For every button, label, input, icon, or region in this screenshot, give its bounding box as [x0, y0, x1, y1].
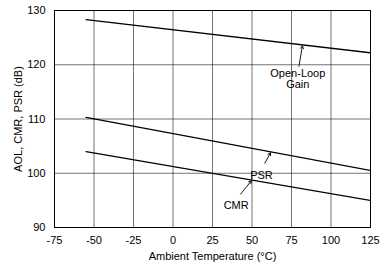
svg-text:0: 0 — [170, 234, 176, 246]
svg-text:25: 25 — [206, 234, 218, 246]
svg-text:100: 100 — [27, 167, 45, 179]
svg-text:CMR: CMR — [224, 199, 249, 211]
svg-text:PSR: PSR — [250, 169, 273, 181]
svg-text:Ambient Temperature (°C): Ambient Temperature (°C) — [149, 250, 277, 262]
svg-text:130: 130 — [27, 4, 45, 16]
svg-text:90: 90 — [33, 221, 45, 233]
svg-text:-25: -25 — [126, 234, 142, 246]
svg-text:Open-LoopGain: Open-LoopGain — [270, 67, 325, 90]
svg-text:AOL, CMR, PSR (dB): AOL, CMR, PSR (dB) — [12, 66, 24, 172]
svg-text:-75: -75 — [47, 234, 63, 246]
svg-text:-50: -50 — [86, 234, 102, 246]
svg-text:100: 100 — [322, 234, 340, 246]
svg-text:125: 125 — [361, 234, 379, 246]
svg-text:50: 50 — [246, 234, 258, 246]
svg-text:110: 110 — [28, 113, 46, 125]
svg-text:120: 120 — [27, 58, 45, 70]
svg-text:75: 75 — [285, 234, 297, 246]
